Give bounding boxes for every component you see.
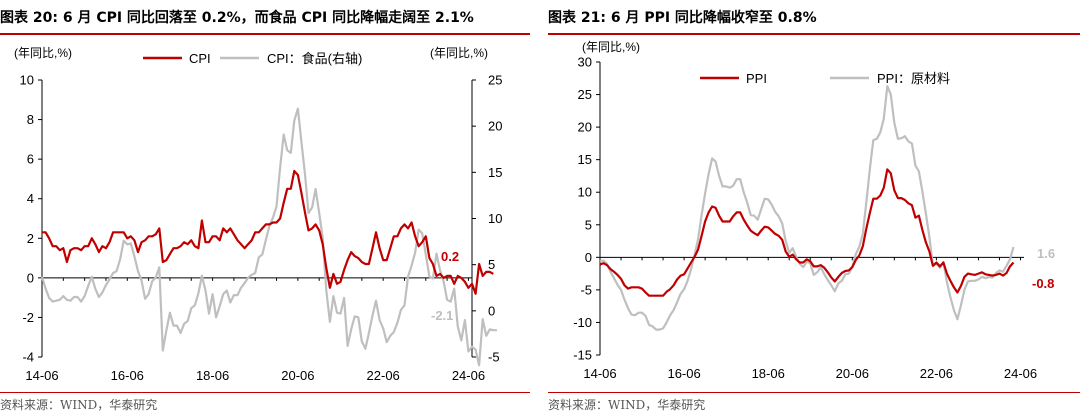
chart-source: 资料来源：WIND，华泰研究 xyxy=(0,398,158,412)
x-tick-label: 20-06 xyxy=(281,368,314,383)
legend-label: PPI xyxy=(746,71,767,86)
y-axis-label-right: (年同比,%) xyxy=(430,46,488,60)
y-tick-label-right: 0 xyxy=(488,303,495,318)
y-tick-label-left: -2 xyxy=(22,310,34,325)
legend-label: CPI：食品(右轴) xyxy=(267,51,362,66)
series-line-secondary xyxy=(599,84,1015,331)
y-tick-label-left: 20 xyxy=(578,120,592,135)
y-tick-label-left: 2 xyxy=(27,231,34,246)
y-tick-label-right: 10 xyxy=(488,211,502,226)
x-tick-label: 22-06 xyxy=(367,368,400,383)
y-tick-label-right: -5 xyxy=(488,350,500,365)
series-line-secondary xyxy=(40,107,497,367)
x-tick-label: 18-06 xyxy=(752,366,785,381)
y-tick-label-left: 8 xyxy=(27,112,34,127)
chart-title: 图表 20: 6 月 CPI 同比回落至 0.2%，而食品 CPI 同比降幅走阔… xyxy=(0,10,474,26)
y-tick-label-left: 25 xyxy=(578,87,592,102)
x-tick-label: 18-06 xyxy=(196,368,229,383)
y-tick-label-left: 4 xyxy=(27,191,34,206)
source-rule xyxy=(0,392,530,393)
y-tick-label-right: 15 xyxy=(488,165,502,180)
y-tick-label-left: 0 xyxy=(585,250,592,265)
ppi-chart-panel: 图表 21: 6 月 PPI 同比降幅收窄至 0.8% -15 -10 -5 0 5 10… xyxy=(548,0,1080,416)
y-tick-label-left: 15 xyxy=(578,152,592,167)
y-tick-label-left: 10 xyxy=(20,73,34,88)
x-tick-label: 20-06 xyxy=(836,366,869,381)
series-line-primary xyxy=(42,169,494,295)
x-tick-label: 24-06 xyxy=(1004,366,1037,381)
y-tick-label-left: -4 xyxy=(22,350,34,365)
series-line-primary xyxy=(599,168,1015,297)
y-tick-label-left: 0 xyxy=(27,270,34,285)
data-label: 0.2 xyxy=(441,249,459,264)
y-tick-label-left: -15 xyxy=(573,348,592,363)
x-tick-label: 22-06 xyxy=(920,366,953,381)
y-tick-label-left: 5 xyxy=(585,217,592,232)
y-tick-label-right: 25 xyxy=(488,73,502,88)
x-tick-label: 14-06 xyxy=(25,368,58,383)
ppi-chart-svg: -15 -10 -5 0 5 10 15 20 25 30 14-06 16-06 18-06 20-06… xyxy=(573,40,1055,381)
y-axis-label-left: (年同比,%) xyxy=(582,40,640,54)
y-tick-label-right: 5 xyxy=(488,257,495,272)
y-tick-label-left: 6 xyxy=(27,152,34,167)
source-rule xyxy=(548,392,1080,393)
chart-source: 资料来源：WIND，华泰研究 xyxy=(548,398,706,412)
data-label: -0.8 xyxy=(1032,276,1054,291)
title-rule xyxy=(548,33,1080,35)
x-tick-label: 24-06 xyxy=(452,368,485,383)
chart-title: 图表 21: 6 月 PPI 同比降幅收窄至 0.8% xyxy=(548,10,817,26)
y-tick-label-left: 10 xyxy=(578,185,592,200)
legend-label: PPI：原材料 xyxy=(877,71,950,86)
data-label: 1.6 xyxy=(1037,246,1055,261)
y-tick-label-left: -5 xyxy=(580,282,592,297)
data-label: -2.1 xyxy=(431,308,453,323)
y-tick-label-left: -10 xyxy=(573,315,592,330)
title-rule xyxy=(0,33,530,35)
x-tick-label: 16-06 xyxy=(667,366,700,381)
x-tick-label: 14-06 xyxy=(583,366,616,381)
cpi-chart-panel: 图表 20: 6 月 CPI 同比回落至 0.2%，而食品 CPI 同比降幅走阔… xyxy=(0,0,530,416)
y-tick-label-left: 30 xyxy=(578,55,592,70)
x-tick-label: 16-06 xyxy=(111,368,144,383)
y-tick-label-right: 20 xyxy=(488,119,502,134)
legend-label: CPI xyxy=(189,51,211,66)
y-axis-label-left: (年同比,%) xyxy=(14,46,72,60)
cpi-chart-svg: -4 -2 0 2 4 6 8 10 -5 0 5 10 15 20 25 14-06 16-06 18-06 20… xyxy=(14,46,502,383)
